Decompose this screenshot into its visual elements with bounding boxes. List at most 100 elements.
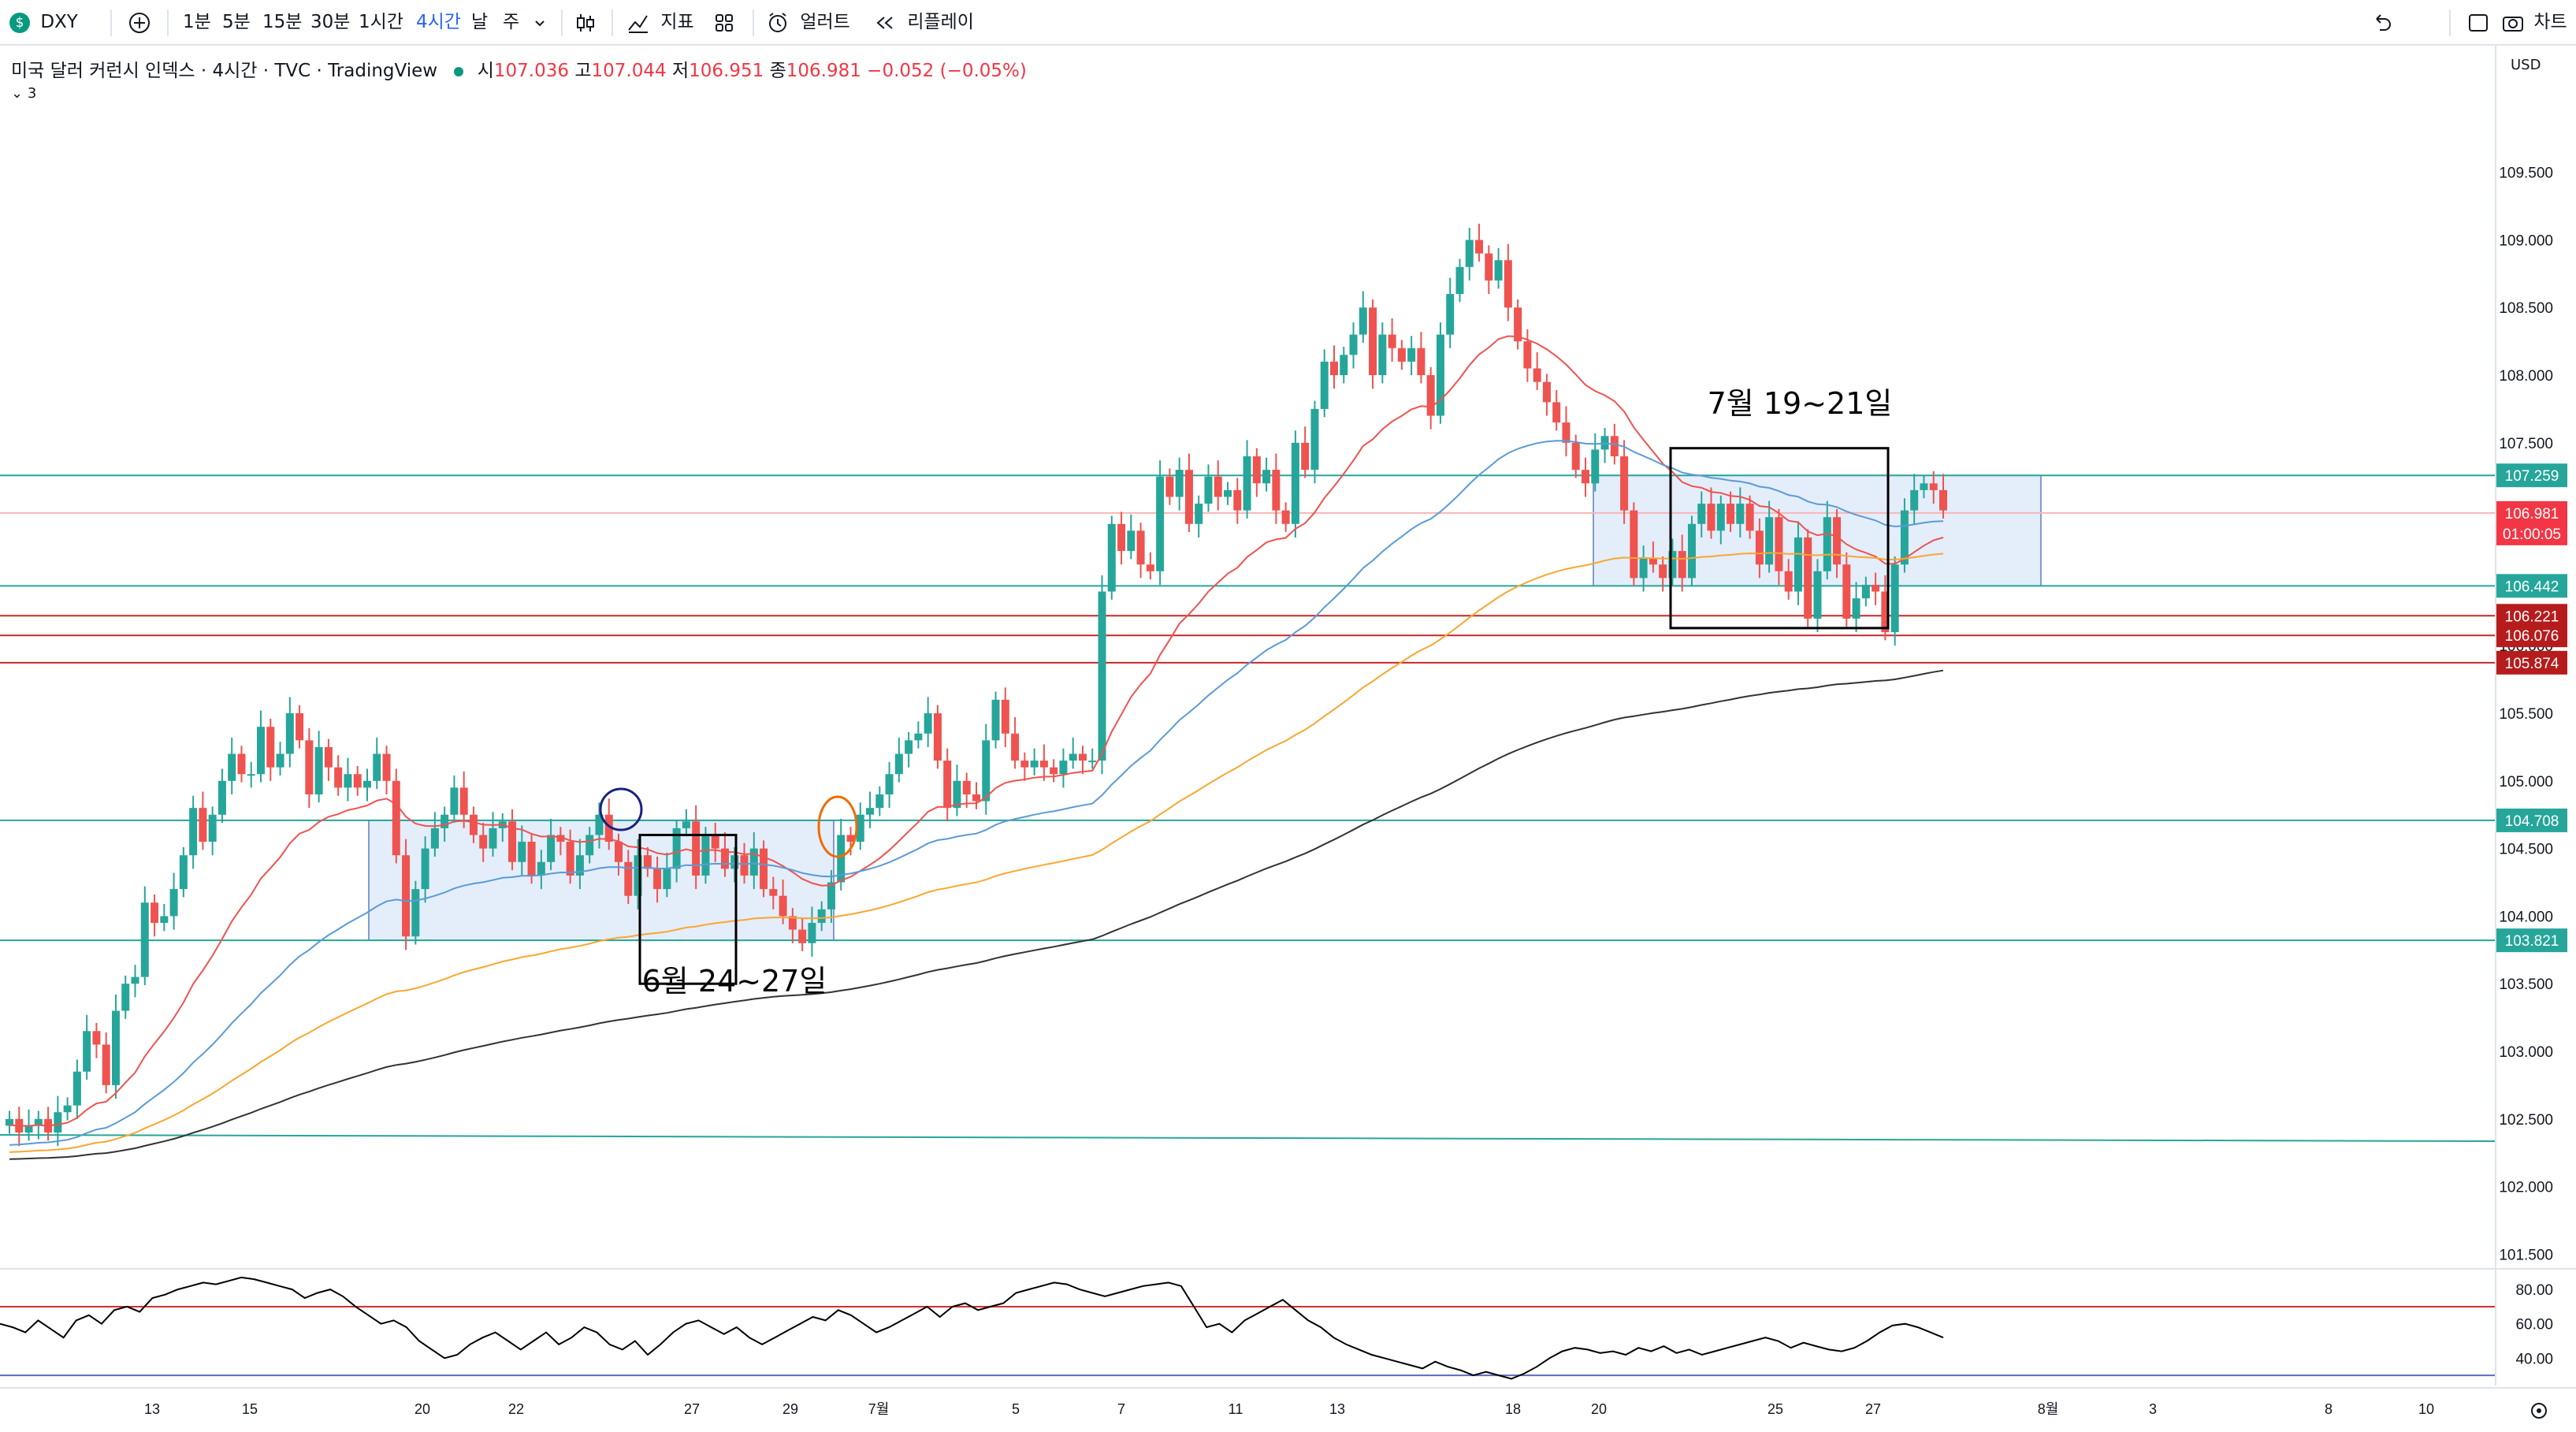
interval-5m[interactable]: 5분	[222, 12, 251, 32]
horizontal-trend-line	[0, 1134, 2496, 1142]
annotation-label-june: 6월 24~27일	[642, 964, 827, 999]
candle-body	[1455, 266, 1464, 295]
candle-body	[701, 835, 710, 876]
fullscreen-icon[interactable]	[2466, 6, 2490, 38]
candle-body	[72, 1071, 81, 1106]
candle-body	[1088, 761, 1097, 763]
interval-1h[interactable]: 1시간	[359, 12, 403, 32]
interval-30m[interactable]: 30분	[310, 12, 351, 32]
time-tick-label: 13	[144, 1401, 160, 1417]
interval-week[interactable]: 주	[503, 12, 520, 32]
price-tick-label: 104.500	[2499, 842, 2553, 858]
indicator-collapse-toggle[interactable]: ⌄ 3	[11, 85, 36, 102]
symbol-search[interactable]: $ DXY	[9, 6, 78, 38]
candle-body	[179, 855, 188, 890]
candle-body	[450, 787, 459, 815]
candle-body	[518, 842, 526, 862]
chart-title: 미국 달러 커런시 인덱스 · 4시간 · TVC · TradingView	[11, 61, 438, 81]
interval-day[interactable]: 날	[471, 12, 489, 32]
annotation-circle-orange	[817, 795, 858, 858]
price-tick-label: 102.500	[2499, 1112, 2553, 1129]
candle-body	[624, 861, 633, 896]
candle-body	[199, 808, 207, 842]
price-axis-label: 106.981	[2505, 506, 2559, 523]
candle-body	[1369, 307, 1377, 376]
candle-body	[1610, 436, 1619, 456]
snapshot-label: 차트	[2533, 12, 2567, 32]
candle-body	[1107, 523, 1116, 592]
candle-body	[324, 746, 333, 768]
interval-15m[interactable]: 15분	[262, 12, 303, 32]
ema100-line	[9, 552, 1944, 1153]
time-axis[interactable]	[0, 1387, 2576, 1432]
interval-1m[interactable]: 1분	[183, 12, 211, 32]
candle-body	[817, 909, 826, 924]
candles-icon[interactable]	[574, 6, 597, 38]
candle-body	[1078, 753, 1087, 761]
price-axis-label: 104.708	[2505, 813, 2559, 830]
candle-body	[1310, 408, 1319, 471]
candle-body	[1475, 240, 1484, 254]
price-tick-label: 101.500	[2499, 1247, 2553, 1263]
open-value: 107.036	[493, 61, 570, 81]
candle-body	[1388, 334, 1396, 348]
time-tick-label: 27	[1865, 1401, 1881, 1417]
candle-body	[885, 774, 894, 794]
candle-body	[527, 842, 536, 876]
candle-body	[1039, 761, 1048, 768]
indicators-button[interactable]: 지표	[626, 6, 694, 38]
candle-body	[1707, 504, 1715, 531]
time-tick-label: 22	[508, 1401, 524, 1417]
candle-body	[1020, 761, 1029, 768]
close-value: 106.981	[786, 61, 861, 81]
plus-circle-icon[interactable]	[128, 6, 151, 38]
candle-body	[653, 868, 662, 890]
candle-body	[1436, 334, 1444, 416]
ema20-line	[9, 335, 1944, 1127]
gear-ring	[2531, 1403, 2547, 1419]
candle-body	[1920, 483, 1928, 490]
undo-icon[interactable]	[2370, 6, 2394, 38]
snapshot-button[interactable]: 차트	[2501, 6, 2567, 38]
indicator-count: 3	[27, 85, 37, 102]
interval-4h[interactable]: 4시간	[416, 12, 461, 32]
alerts-button[interactable]: 얼러트	[766, 6, 850, 38]
time-tick-label: 27	[684, 1401, 700, 1417]
candle-body	[1165, 476, 1174, 497]
price-axis-label: 107.259	[2505, 468, 2559, 485]
replay-button[interactable]: 리플레이	[873, 6, 974, 38]
ema50-line	[9, 440, 1944, 1146]
candle-body	[489, 828, 497, 849]
candle-body	[140, 902, 149, 977]
templates-icon[interactable]	[712, 6, 736, 38]
candle-body	[362, 780, 371, 788]
candle-body	[1697, 504, 1706, 524]
candle-body	[1591, 449, 1600, 484]
price-tick-label: 105.500	[2499, 706, 2553, 723]
candle-body	[827, 882, 835, 909]
candle-body	[1378, 334, 1387, 376]
time-tick-label: 7	[1117, 1401, 1125, 1417]
candle-body	[634, 855, 642, 896]
candle-body	[972, 794, 980, 802]
candle-body	[508, 821, 517, 862]
candle-body	[1156, 476, 1165, 571]
time-tick-label: 20	[414, 1401, 430, 1417]
candle-body	[257, 727, 266, 775]
chevron-down-icon[interactable]	[532, 6, 548, 38]
price-axis-label: 105.874	[2505, 656, 2559, 672]
candle-body	[92, 1031, 101, 1045]
candle-body	[1214, 476, 1222, 497]
candle-body	[1890, 564, 1899, 633]
price-axis[interactable]	[2495, 46, 2576, 1386]
settings-icon[interactable]	[2531, 1403, 2547, 1419]
candle-body	[1765, 517, 1774, 565]
dollar-icon: $	[9, 12, 30, 33]
candle-body	[856, 814, 864, 842]
candle-body	[1407, 348, 1416, 362]
candle-body	[1136, 530, 1145, 565]
candle-body	[151, 902, 159, 924]
candle-body	[1050, 767, 1058, 775]
candle-body	[479, 835, 488, 849]
